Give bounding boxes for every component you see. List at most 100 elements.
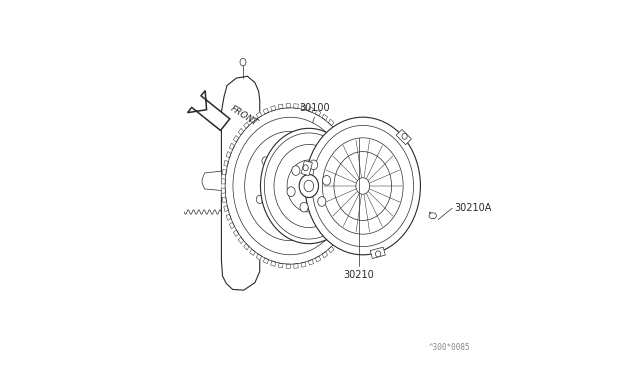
Polygon shape: [301, 262, 306, 267]
Polygon shape: [339, 132, 345, 138]
Ellipse shape: [300, 202, 308, 212]
Polygon shape: [224, 206, 228, 212]
Polygon shape: [221, 188, 225, 193]
Polygon shape: [226, 214, 231, 221]
Polygon shape: [222, 197, 227, 203]
Polygon shape: [355, 183, 359, 189]
Polygon shape: [344, 226, 349, 233]
Polygon shape: [322, 251, 328, 258]
Ellipse shape: [310, 160, 317, 170]
Polygon shape: [351, 156, 356, 162]
Polygon shape: [271, 261, 276, 266]
Polygon shape: [224, 160, 228, 166]
Polygon shape: [328, 246, 334, 253]
Polygon shape: [234, 230, 239, 237]
Polygon shape: [221, 179, 225, 184]
Polygon shape: [286, 264, 291, 269]
Ellipse shape: [260, 128, 357, 244]
Polygon shape: [250, 116, 255, 123]
Polygon shape: [238, 128, 244, 135]
Polygon shape: [294, 104, 298, 108]
Polygon shape: [396, 129, 412, 145]
Ellipse shape: [312, 207, 319, 215]
Polygon shape: [244, 243, 249, 250]
Ellipse shape: [304, 180, 314, 192]
Polygon shape: [256, 112, 262, 118]
Ellipse shape: [274, 144, 344, 228]
Polygon shape: [353, 201, 358, 207]
Polygon shape: [294, 264, 298, 268]
Polygon shape: [344, 139, 349, 146]
Polygon shape: [301, 161, 312, 176]
Ellipse shape: [305, 117, 420, 255]
Ellipse shape: [262, 157, 269, 165]
Text: ^300*0085: ^300*0085: [429, 343, 470, 352]
Polygon shape: [278, 263, 283, 268]
Polygon shape: [229, 143, 235, 150]
Polygon shape: [355, 192, 358, 198]
Polygon shape: [222, 169, 227, 175]
Polygon shape: [351, 210, 356, 216]
Polygon shape: [308, 260, 314, 265]
Ellipse shape: [287, 187, 295, 196]
Polygon shape: [339, 234, 345, 240]
Polygon shape: [229, 222, 235, 229]
Ellipse shape: [244, 131, 336, 241]
Ellipse shape: [334, 152, 392, 220]
Polygon shape: [263, 108, 269, 114]
Ellipse shape: [285, 180, 295, 192]
Polygon shape: [328, 119, 334, 126]
Polygon shape: [286, 103, 291, 108]
Polygon shape: [263, 258, 269, 264]
Polygon shape: [278, 104, 283, 109]
Ellipse shape: [429, 213, 436, 219]
Ellipse shape: [292, 144, 300, 152]
Text: 30210: 30210: [344, 270, 374, 280]
Polygon shape: [316, 256, 321, 262]
Polygon shape: [322, 114, 328, 121]
Ellipse shape: [281, 220, 288, 228]
Ellipse shape: [317, 169, 324, 177]
Polygon shape: [202, 171, 221, 190]
Ellipse shape: [303, 165, 308, 171]
Ellipse shape: [221, 103, 359, 269]
Ellipse shape: [240, 58, 246, 66]
Ellipse shape: [264, 133, 353, 239]
Ellipse shape: [256, 195, 263, 203]
Polygon shape: [301, 105, 306, 110]
Polygon shape: [244, 122, 249, 129]
Polygon shape: [355, 174, 358, 180]
Ellipse shape: [281, 175, 300, 197]
Polygon shape: [334, 240, 340, 247]
Ellipse shape: [317, 197, 326, 206]
Text: 30210A: 30210A: [454, 203, 492, 213]
Ellipse shape: [271, 170, 280, 182]
Polygon shape: [353, 165, 358, 171]
Polygon shape: [348, 147, 353, 154]
Ellipse shape: [312, 125, 413, 247]
Polygon shape: [271, 106, 276, 111]
Polygon shape: [308, 107, 314, 112]
Text: FRONT: FRONT: [229, 104, 260, 128]
Ellipse shape: [402, 133, 407, 139]
Ellipse shape: [304, 116, 422, 256]
Polygon shape: [238, 237, 244, 244]
Polygon shape: [348, 218, 353, 225]
Polygon shape: [221, 76, 260, 290]
Ellipse shape: [323, 138, 403, 234]
Ellipse shape: [287, 160, 331, 212]
Ellipse shape: [292, 166, 300, 175]
Polygon shape: [256, 254, 262, 260]
Text: 30100: 30100: [299, 103, 330, 113]
Polygon shape: [371, 247, 385, 259]
Ellipse shape: [286, 201, 294, 212]
Polygon shape: [188, 90, 230, 131]
Polygon shape: [250, 249, 255, 256]
Ellipse shape: [376, 251, 381, 257]
Polygon shape: [334, 125, 340, 132]
Polygon shape: [226, 151, 231, 158]
Polygon shape: [316, 110, 321, 116]
Ellipse shape: [233, 117, 348, 255]
Ellipse shape: [323, 176, 331, 185]
Ellipse shape: [300, 170, 309, 182]
